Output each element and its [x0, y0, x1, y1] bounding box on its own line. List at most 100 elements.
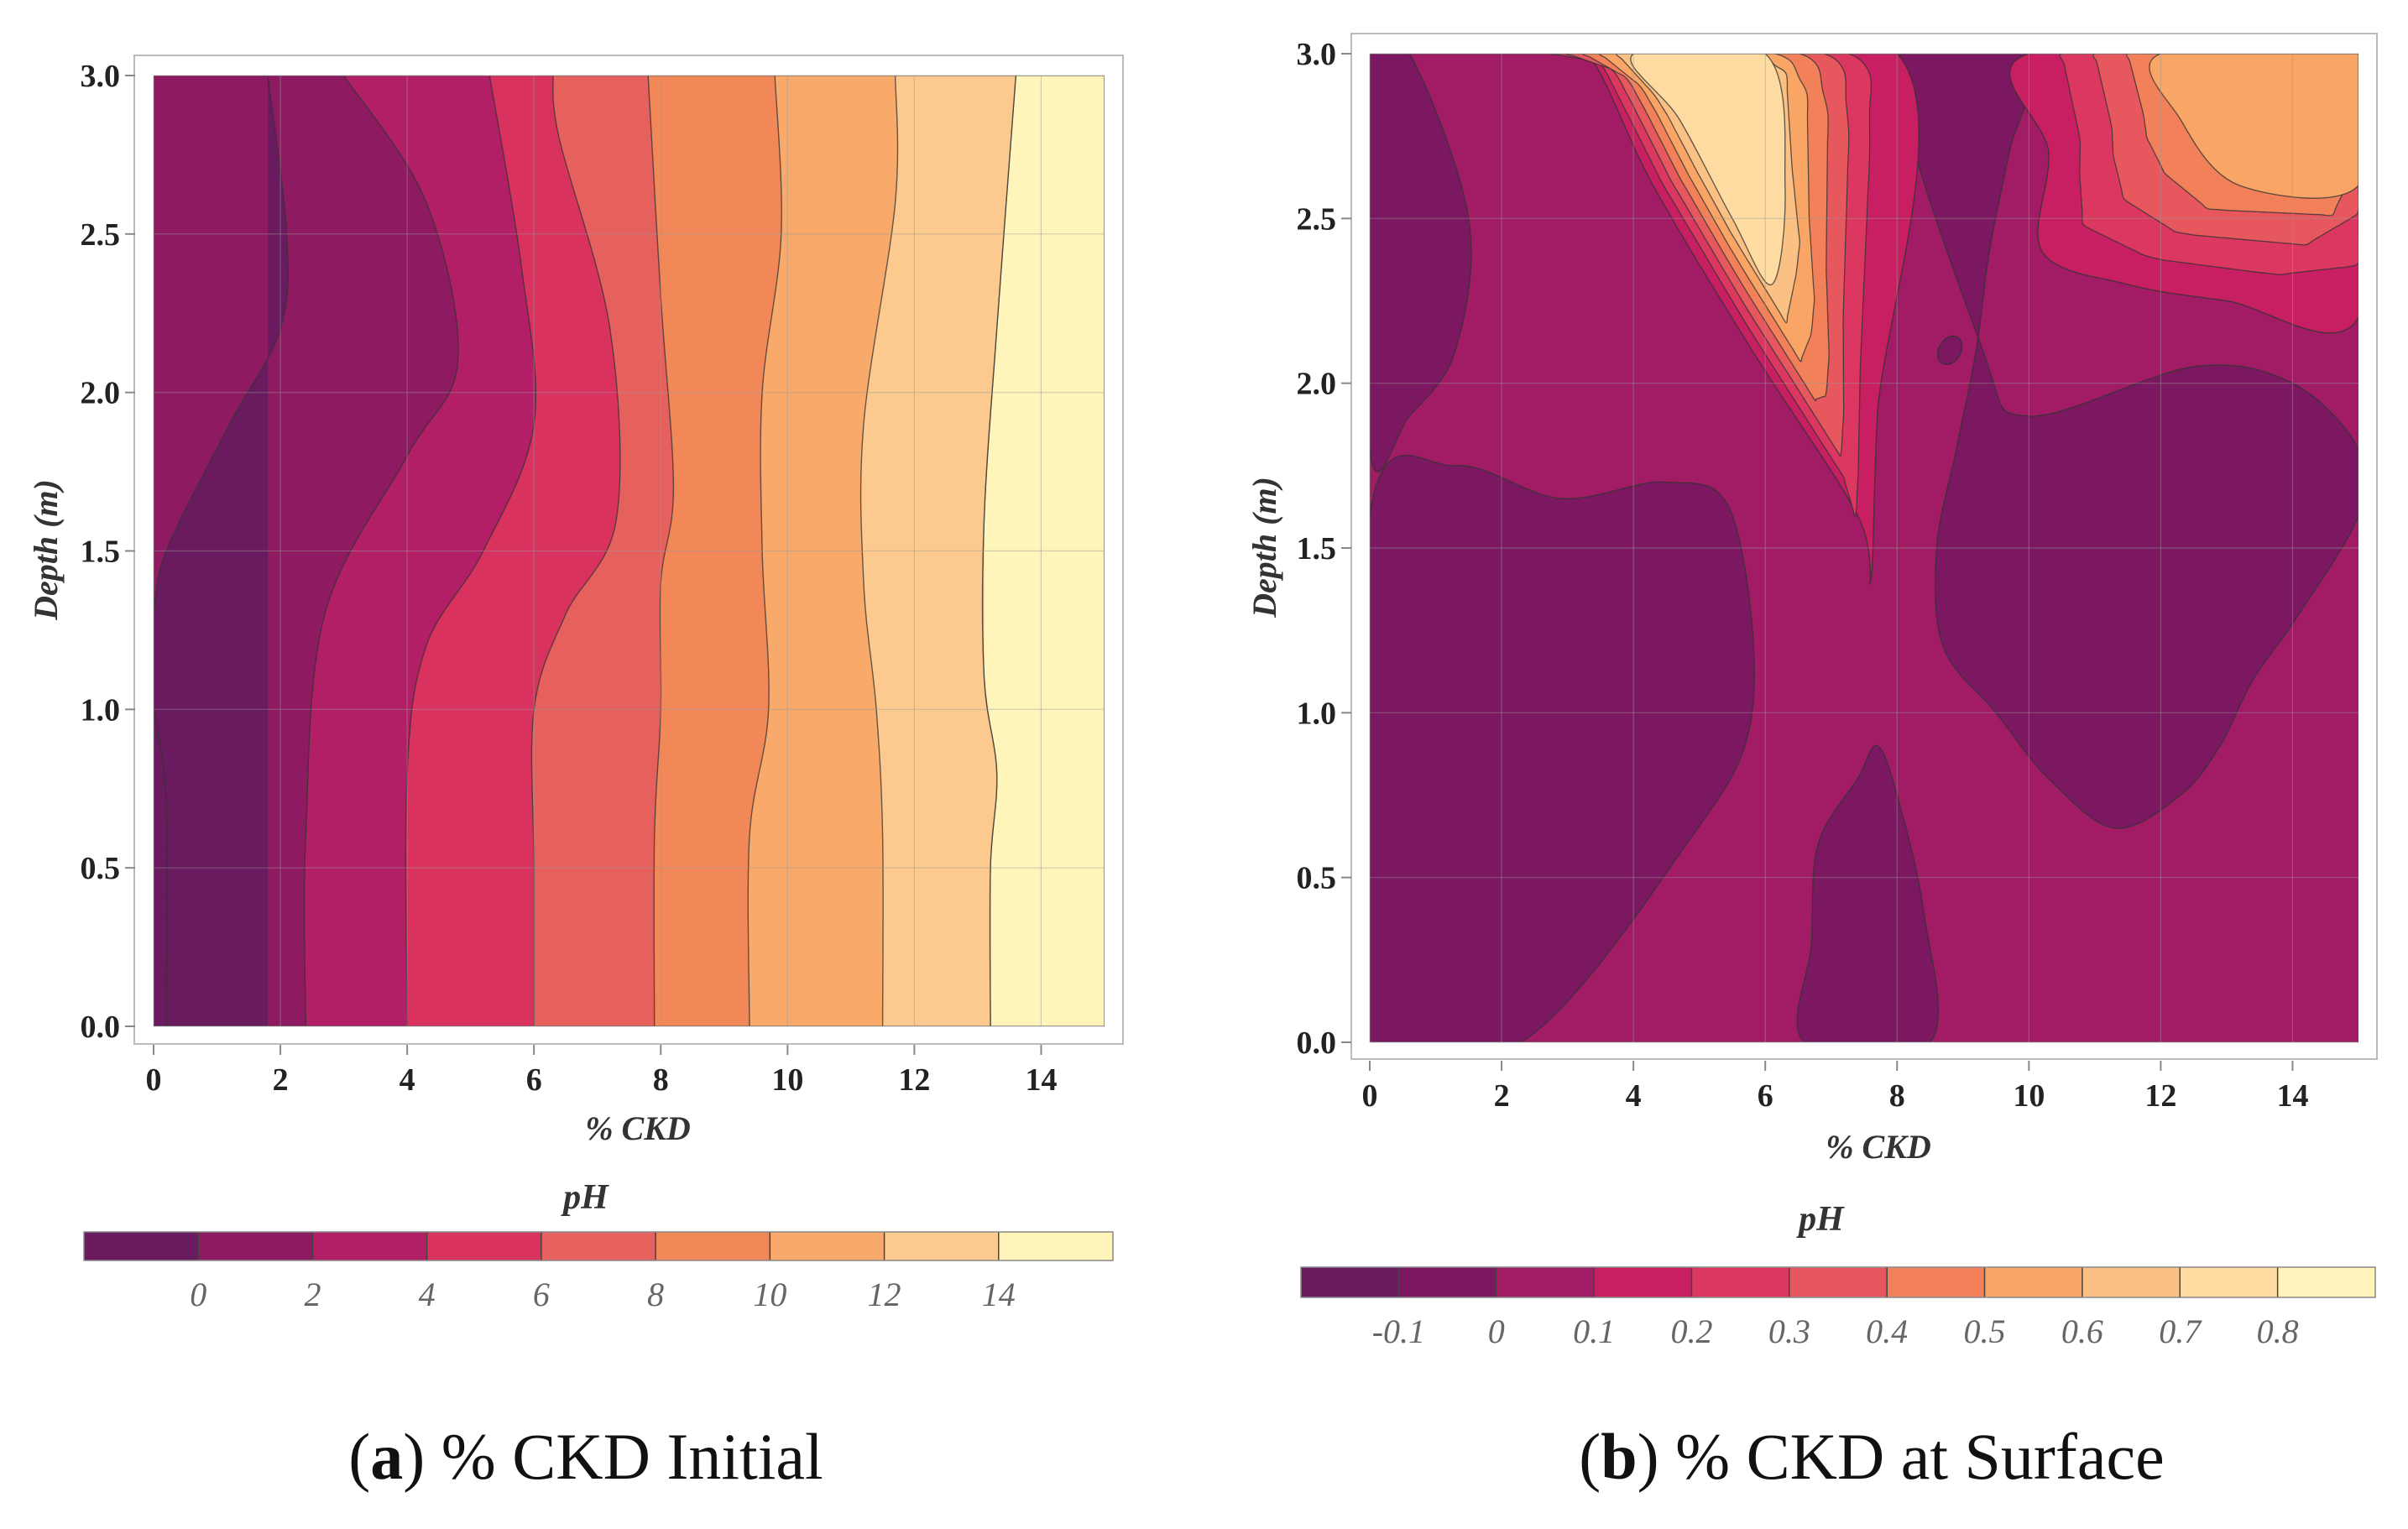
colorbar-tick-label: -0.1 [1372, 1312, 1425, 1350]
colorbar-swatch [1984, 1267, 2083, 1297]
x-tick-label: 0 [1362, 1078, 1378, 1114]
y-axis-label-a: Depth (m) [27, 479, 65, 621]
y-tick-label: 2.5 [1297, 201, 1337, 237]
colorbar-tick-label: 0.7 [2159, 1312, 2202, 1350]
colorbar-title-a: pH [561, 1178, 609, 1217]
x-tick-label: 8 [1889, 1078, 1905, 1114]
y-tick-label: 3.0 [81, 59, 121, 94]
colorbar-swatch [541, 1232, 656, 1260]
y-tick-label: 1.0 [1297, 696, 1337, 731]
contour-peak [2149, 54, 2358, 199]
y-tick-label: 0.5 [81, 851, 121, 886]
y-tick-label: 2.0 [1297, 367, 1337, 402]
x-axis-label-a: % CKD [585, 1109, 691, 1147]
colorbar-swatch [2277, 1267, 2376, 1297]
colorbar-swatch [1301, 1267, 1399, 1297]
y-tick-label: 0.0 [81, 1010, 121, 1045]
x-tick-label: 14 [2276, 1078, 2308, 1114]
colorbar-tick-label: 0.4 [1866, 1312, 1908, 1350]
colorbar-tick-label: 0.6 [2061, 1312, 2103, 1350]
caption-b-label: b [1601, 1420, 1637, 1493]
contour-band-smooth [154, 76, 289, 1026]
caption-a: (a) % CKD Initial [348, 1420, 823, 1493]
colorbar-border [83, 1231, 1114, 1261]
colorbar-swatch [2082, 1267, 2181, 1297]
y-tick-label: 1.0 [81, 692, 121, 728]
colorbar-tick-label: 0.5 [1964, 1312, 2006, 1350]
colorbar-swatch [656, 1232, 770, 1260]
x-ticks-b: 0 2 4 6 8 10 12 14 [1362, 1078, 2309, 1114]
frame-a [133, 55, 1124, 1045]
colorbar-tick-label: 8 [647, 1276, 664, 1313]
colorbar-tick-label: 12 [868, 1276, 901, 1313]
contour-line [303, 76, 459, 1026]
colorbar-swatch [312, 1232, 428, 1260]
colorbar-swatch [884, 1232, 1000, 1260]
x-tick-label: 10 [2013, 1078, 2045, 1114]
caption-b-text: ) % CKD at Surface [1638, 1420, 2165, 1493]
x-tick-label: 2 [273, 1062, 289, 1098]
x-tick-label: 14 [1025, 1062, 1057, 1098]
y-tick-label: 0.0 [1297, 1025, 1337, 1061]
panel-a: 0 2 4 6 8 10 12 14 0.00.51.01.52.02.53.0 % CKD … [27, 55, 1124, 1493]
x-tick-label: 4 [1626, 1078, 1642, 1114]
frame-b [1350, 33, 2378, 1060]
colorbar-swatch [1594, 1267, 1692, 1297]
colorbar-swatch [84, 1232, 199, 1260]
y-tick-label: 0.5 [1297, 861, 1337, 896]
colorbar-swatch [2180, 1267, 2279, 1297]
colorbar-tick-label: 0.2 [1670, 1312, 1712, 1350]
y-axis-label-b: Depth (m) [1246, 477, 1283, 618]
contour-line [647, 76, 675, 1026]
x-tick-label: 0 [146, 1062, 162, 1098]
colorbar-tick-label: 6 [533, 1276, 550, 1313]
colorbar-swatch [426, 1232, 542, 1260]
contour-region [1370, 54, 1472, 473]
y-tick-label: 1.5 [1297, 531, 1337, 566]
contour-line [405, 76, 537, 1026]
colorbar-tick-label: 2 [304, 1276, 321, 1313]
contour-line [530, 76, 621, 1026]
x-tick-label: 12 [898, 1062, 930, 1098]
contour-plot-b [1370, 54, 2358, 1042]
colorbar-tick-label: 0 [1488, 1312, 1505, 1350]
x-ticks-a: 0 2 4 6 8 10 12 14 [146, 1062, 1058, 1098]
y-tick-label: 2.5 [81, 217, 121, 253]
y-ticks-b: 0.0 0.5 1.0 1.5 2.0 2.5 3.0 [1297, 37, 1337, 1061]
colorbar-tick-label: 0 [190, 1276, 206, 1313]
x-axis-label-b: % CKD [1826, 1128, 1931, 1166]
panel-b: 0 2 4 6 8 10 12 14 0.00.51.01.52.02.53.0 % CKD … [1246, 33, 2378, 1493]
x-tick-label: 8 [653, 1062, 669, 1098]
colorbar-tick-label: 4 [419, 1276, 436, 1313]
contour-region [1895, 54, 2358, 829]
x-tick-label: 4 [400, 1062, 415, 1098]
colorbar-a: 0 2 4 6 8 10 12 14 [83, 1231, 1114, 1313]
colorbar-tick-label: 0.1 [1573, 1312, 1615, 1350]
colorbar-swatch [1496, 1267, 1595, 1297]
contour-line [981, 76, 1016, 1026]
contour-region [1796, 744, 1940, 1042]
colorbar-tick-label: 0.3 [1768, 1312, 1810, 1350]
y-ticks-a: 0.0 0.5 1.0 1.5 2.0 2.5 3.0 [81, 59, 121, 1045]
grid-a [125, 75, 1105, 1055]
y-tick-label: 3.0 [1297, 37, 1337, 72]
x-tick-label: 2 [1494, 1078, 1510, 1114]
contour-line [154, 709, 168, 1026]
colorbar-b: -0.1 0 0.1 0.2 0.3 0.4 0.5 0.6 0.7 0.8 [1300, 1266, 2376, 1350]
contour-peak [1630, 54, 1786, 285]
colorbar-title-b: pH [1796, 1200, 1845, 1239]
colorbar-swatch [770, 1232, 885, 1260]
colorbar-swatch [998, 1232, 1114, 1260]
colorbar-swatch [1691, 1267, 1790, 1297]
caption-a-text: ) % CKD Initial [403, 1420, 823, 1493]
contour-line [154, 76, 290, 615]
colorbar-swatch [1887, 1267, 1986, 1297]
contour-plot-a [154, 76, 1105, 1026]
y-tick-label: 2.0 [81, 376, 121, 411]
colorbar-swatch [1398, 1267, 1497, 1297]
x-tick-label: 12 [2144, 1078, 2176, 1114]
colorbar-tick-label: 14 [982, 1276, 1016, 1313]
contour-line [859, 76, 899, 1026]
contour-line [747, 76, 782, 1026]
